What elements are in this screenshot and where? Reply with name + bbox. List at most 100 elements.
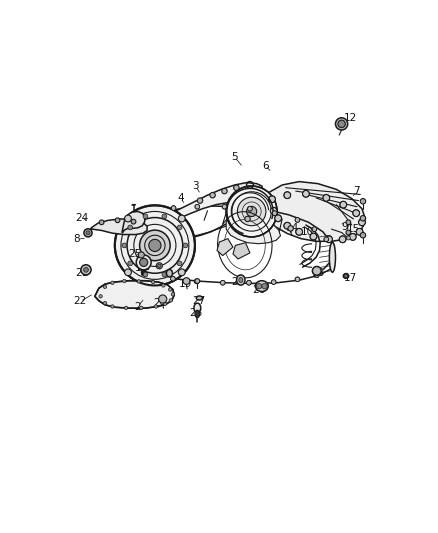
Circle shape — [247, 206, 252, 211]
Circle shape — [271, 280, 276, 285]
Circle shape — [272, 211, 277, 215]
Circle shape — [122, 243, 127, 248]
Circle shape — [340, 201, 346, 208]
Circle shape — [295, 277, 300, 282]
Circle shape — [128, 261, 133, 266]
Circle shape — [149, 239, 161, 252]
Circle shape — [140, 230, 170, 261]
Circle shape — [124, 306, 128, 310]
Circle shape — [303, 190, 309, 197]
Circle shape — [245, 216, 250, 222]
Circle shape — [194, 279, 199, 284]
Text: 27: 27 — [192, 296, 206, 306]
Circle shape — [262, 284, 267, 289]
Circle shape — [124, 215, 131, 222]
Text: 18: 18 — [312, 268, 325, 278]
Text: 8: 8 — [74, 235, 80, 244]
Circle shape — [159, 295, 167, 303]
Text: 5: 5 — [231, 152, 238, 162]
Text: 21: 21 — [75, 268, 88, 278]
Circle shape — [360, 232, 366, 238]
Circle shape — [178, 269, 185, 276]
Polygon shape — [226, 212, 280, 244]
Circle shape — [275, 215, 282, 222]
Circle shape — [346, 230, 351, 235]
Circle shape — [169, 298, 173, 302]
Circle shape — [237, 197, 266, 225]
Circle shape — [233, 185, 239, 190]
Text: 4: 4 — [177, 193, 184, 203]
Circle shape — [84, 229, 92, 237]
Circle shape — [137, 280, 141, 283]
Circle shape — [143, 214, 148, 219]
Circle shape — [296, 229, 303, 235]
Text: 13: 13 — [237, 214, 251, 224]
Circle shape — [111, 281, 114, 285]
Circle shape — [323, 195, 330, 201]
Circle shape — [138, 252, 145, 258]
Circle shape — [115, 205, 195, 286]
Text: 2: 2 — [134, 302, 141, 311]
Circle shape — [86, 231, 90, 235]
Circle shape — [143, 272, 148, 277]
Circle shape — [124, 269, 131, 276]
Circle shape — [123, 279, 126, 282]
Text: 7: 7 — [353, 186, 360, 196]
Circle shape — [99, 295, 102, 298]
Text: 25: 25 — [128, 249, 141, 259]
Circle shape — [178, 215, 185, 222]
Circle shape — [356, 229, 363, 235]
Circle shape — [195, 204, 200, 209]
Ellipse shape — [237, 275, 245, 285]
Circle shape — [163, 302, 167, 305]
Circle shape — [195, 279, 200, 284]
Circle shape — [247, 206, 257, 216]
Circle shape — [310, 233, 317, 240]
Circle shape — [183, 243, 188, 248]
Circle shape — [140, 259, 148, 266]
Ellipse shape — [329, 243, 336, 272]
Text: 20: 20 — [153, 298, 166, 308]
Circle shape — [81, 265, 91, 275]
Text: 6: 6 — [125, 223, 132, 233]
Ellipse shape — [255, 281, 268, 292]
Circle shape — [170, 276, 175, 281]
Circle shape — [162, 272, 167, 277]
Polygon shape — [217, 239, 233, 256]
Circle shape — [338, 120, 345, 127]
Circle shape — [171, 293, 175, 296]
Circle shape — [288, 225, 293, 231]
Circle shape — [154, 305, 158, 308]
Text: 11: 11 — [134, 263, 148, 273]
Circle shape — [344, 274, 348, 278]
Text: 9: 9 — [342, 222, 348, 232]
Circle shape — [360, 199, 366, 204]
Circle shape — [210, 192, 215, 198]
Circle shape — [339, 236, 346, 243]
Text: 14: 14 — [286, 223, 299, 233]
Circle shape — [222, 204, 227, 209]
Polygon shape — [87, 219, 147, 235]
Circle shape — [312, 266, 321, 275]
Polygon shape — [143, 183, 264, 230]
Circle shape — [295, 217, 300, 222]
Text: 26: 26 — [252, 285, 265, 295]
Polygon shape — [264, 182, 365, 241]
Text: 7: 7 — [155, 252, 162, 262]
Circle shape — [131, 219, 136, 224]
Text: 19: 19 — [179, 279, 192, 289]
Circle shape — [346, 236, 350, 240]
Text: 6: 6 — [262, 160, 268, 171]
Circle shape — [325, 236, 332, 243]
Circle shape — [324, 237, 328, 241]
Text: 12: 12 — [343, 114, 357, 124]
Circle shape — [353, 210, 360, 216]
Circle shape — [256, 284, 262, 289]
Circle shape — [99, 220, 104, 225]
Polygon shape — [122, 212, 145, 232]
Circle shape — [359, 219, 365, 225]
Circle shape — [284, 192, 291, 199]
Polygon shape — [139, 266, 148, 269]
Circle shape — [222, 188, 227, 194]
Circle shape — [115, 218, 120, 223]
